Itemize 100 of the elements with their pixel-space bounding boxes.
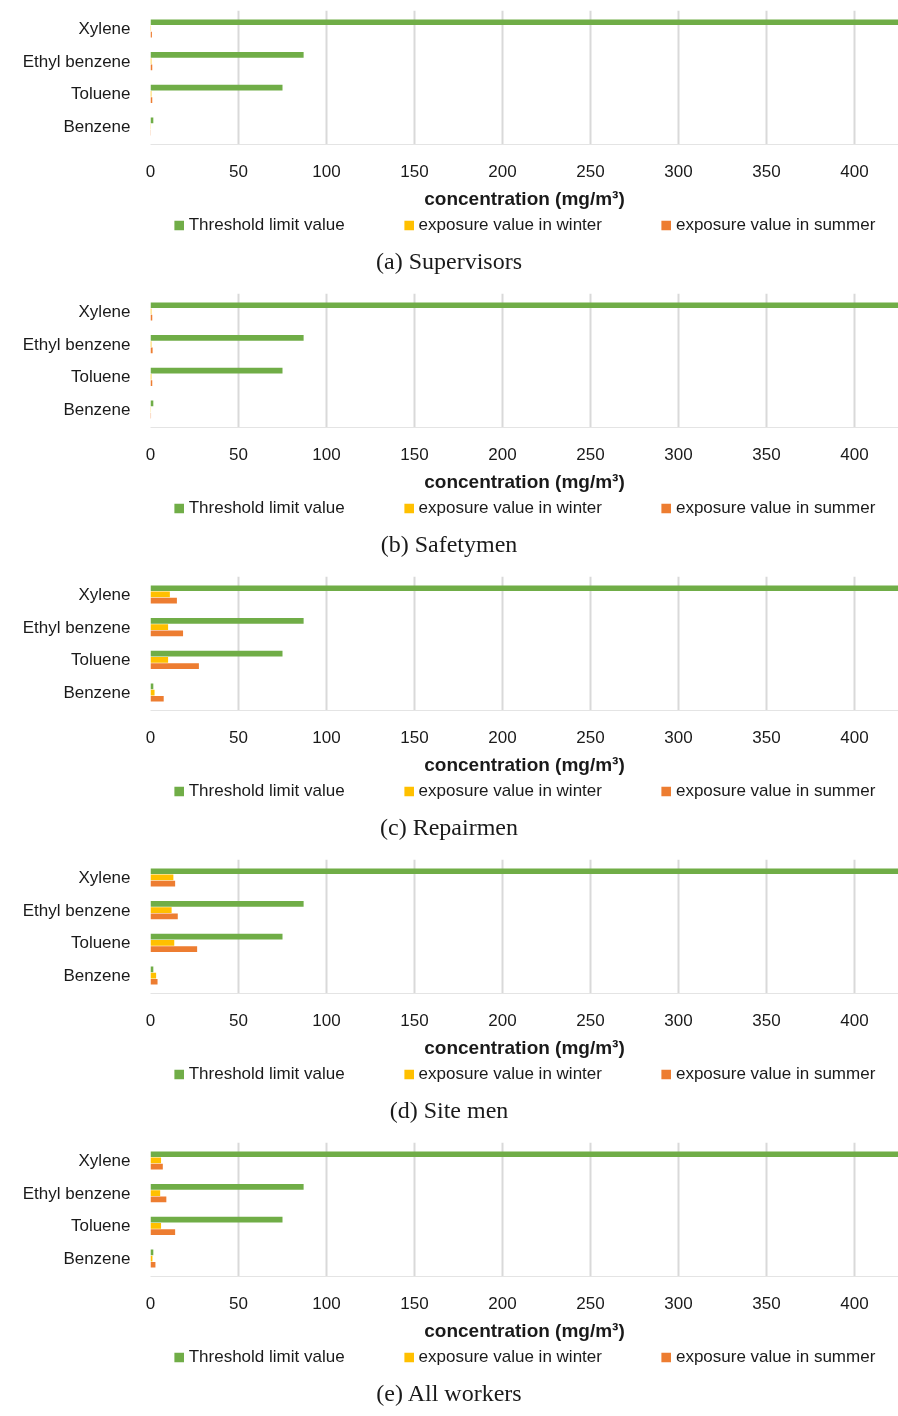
x-tick-label: 300 xyxy=(664,161,693,181)
bar xyxy=(150,1184,304,1190)
x-tick-label: 150 xyxy=(400,727,429,747)
x-tick-label: 400 xyxy=(840,161,869,181)
x-tick-label: 0 xyxy=(145,161,156,181)
x-tick-label: 150 xyxy=(400,161,429,181)
text: (d) Site men xyxy=(389,1096,509,1125)
y-tick-label: Toluene xyxy=(70,933,131,953)
legend-label: exposure value in winter xyxy=(418,498,602,518)
x-tick-label: 100 xyxy=(312,161,341,181)
x-tick-label: 350 xyxy=(752,1010,781,1030)
text: (b) Safetymen xyxy=(380,530,518,559)
bar xyxy=(150,880,176,887)
bar xyxy=(150,978,158,985)
legend-label: Threshold limit value xyxy=(188,1347,345,1367)
x-tick-label: 200 xyxy=(488,444,517,464)
y-tick-label: Xylene xyxy=(78,584,131,604)
legend-label: exposure value in winter xyxy=(418,1064,602,1084)
bar xyxy=(150,1151,898,1158)
y-tick-label: Toluene xyxy=(70,84,131,104)
x-tick-label: 300 xyxy=(664,444,693,464)
x-tick-label: 0 xyxy=(145,444,156,464)
x-tick-label: 200 xyxy=(488,1010,517,1030)
bar xyxy=(150,939,175,946)
x-tick-label: 250 xyxy=(576,1293,605,1313)
y-tick-label: Benzene xyxy=(63,1249,131,1269)
bar xyxy=(150,1222,162,1229)
x-tick-label: 200 xyxy=(488,1293,517,1313)
y-tick-label: Ethyl benzene xyxy=(22,51,131,71)
y-tick-label: Xylene xyxy=(78,1150,131,1170)
y-tick-label: Benzene xyxy=(63,117,131,137)
x-tick-label: 300 xyxy=(664,1010,693,1030)
x-tick-label: 200 xyxy=(488,161,517,181)
y-tick-label: Benzene xyxy=(63,683,131,703)
x-tick-label: 350 xyxy=(752,727,781,747)
text: (c) Repairmen xyxy=(380,813,518,842)
bar xyxy=(150,335,304,341)
x-tick-label: 100 xyxy=(312,444,341,464)
x-tick-label: 150 xyxy=(400,444,429,464)
x-tick-label: 300 xyxy=(664,727,693,747)
x-tick-label: 150 xyxy=(400,1010,429,1030)
x-tick-label: 100 xyxy=(312,727,341,747)
legend-label: exposure value in winter xyxy=(418,781,602,801)
x-tick-label: 50 xyxy=(229,161,248,181)
x-tick-label: 0 xyxy=(145,727,156,747)
bar xyxy=(150,695,164,702)
bar xyxy=(150,618,304,624)
bar xyxy=(150,302,898,309)
legend-label: exposure value in winter xyxy=(418,1347,602,1367)
x-tick-label: 50 xyxy=(229,1010,248,1030)
text: (e) All workers xyxy=(376,1379,522,1408)
x-tick-label: 400 xyxy=(840,444,869,464)
bar xyxy=(150,52,304,58)
bar xyxy=(150,868,898,875)
x-tick-label: 250 xyxy=(576,161,605,181)
legend-label: exposure value in summer xyxy=(675,215,876,235)
x-tick-label: 250 xyxy=(576,727,605,747)
legend-label: exposure value in summer xyxy=(675,1347,876,1367)
x-tick-label: 50 xyxy=(229,1293,248,1313)
x-tick-label: 0 xyxy=(145,1010,156,1030)
x-tick-label: 50 xyxy=(229,444,248,464)
y-tick-label: Xylene xyxy=(78,867,131,887)
x-tick-label: 250 xyxy=(576,1010,605,1030)
y-tick-label: Toluene xyxy=(70,650,131,670)
bar xyxy=(150,624,169,631)
x-tick-label: 250 xyxy=(576,444,605,464)
bar xyxy=(150,1190,161,1197)
x-tick-label: 400 xyxy=(840,727,869,747)
legend-label: exposure value in summer xyxy=(675,1064,876,1084)
y-tick-label: Benzene xyxy=(63,400,131,420)
bar xyxy=(150,585,898,592)
legend-label: exposure value in summer xyxy=(675,498,876,518)
x-tick-label: 150 xyxy=(400,1293,429,1313)
y-tick-label: Ethyl benzene xyxy=(22,900,131,920)
legend-label: Threshold limit value xyxy=(188,1064,345,1084)
x-axis-title: concentration (mg/m³) xyxy=(424,187,625,209)
legend-label: Threshold limit value xyxy=(188,781,345,801)
x-tick-label: 350 xyxy=(752,161,781,181)
bar xyxy=(150,1163,163,1170)
legend-label: exposure value in winter xyxy=(418,215,602,235)
x-tick-label: 350 xyxy=(752,444,781,464)
x-tick-label: 400 xyxy=(840,1293,869,1313)
y-tick-label: Toluene xyxy=(70,1216,131,1236)
legend-label: Threshold limit value xyxy=(188,498,345,518)
bar xyxy=(150,946,198,952)
x-axis-title: concentration (mg/m³) xyxy=(424,470,625,492)
y-tick-label: Ethyl benzene xyxy=(22,1183,131,1203)
x-tick-label: 100 xyxy=(312,1010,341,1030)
y-tick-label: Xylene xyxy=(78,18,131,38)
x-tick-label: 50 xyxy=(229,727,248,747)
bar xyxy=(150,1229,176,1235)
y-tick-label: Xylene xyxy=(78,301,131,321)
bar xyxy=(150,907,172,914)
bar xyxy=(150,19,898,26)
x-axis-title: concentration (mg/m³) xyxy=(424,753,625,775)
y-tick-label: Ethyl benzene xyxy=(22,334,131,354)
x-tick-label: 200 xyxy=(488,727,517,747)
bar xyxy=(150,597,177,604)
x-tick-label: 100 xyxy=(312,1293,341,1313)
x-tick-label: 300 xyxy=(664,1293,693,1313)
